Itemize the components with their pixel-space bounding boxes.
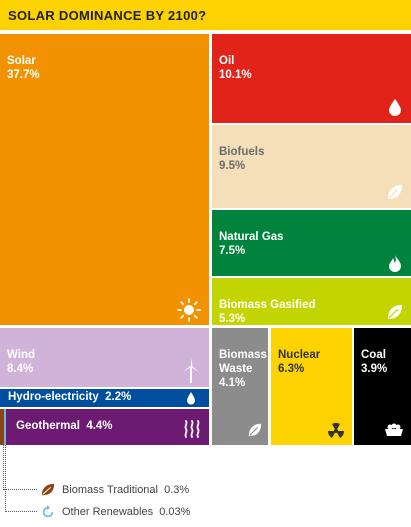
tile-biomass-gasified: Biomass Gasified 5.3% bbox=[212, 278, 411, 325]
oil-drop-icon bbox=[389, 99, 401, 116]
tile-value-biomass-waste: 4.1% bbox=[219, 377, 246, 389]
leader-line-other-renewables bbox=[5, 445, 37, 512]
flame-icon bbox=[389, 255, 401, 272]
wind-turbine-icon bbox=[183, 358, 199, 383]
legend-value-biomass-traditional: 0.3% bbox=[164, 483, 190, 496]
tile-value-oil: 10.1% bbox=[219, 69, 252, 81]
tile-hydro-electricity: Hydro-electricity 2.2% bbox=[0, 389, 209, 407]
tile-label-biomass-gasified: Biomass Gasified bbox=[219, 299, 316, 311]
leaf-icon bbox=[388, 185, 402, 199]
tile-biofuels: Biofuels 9.5% bbox=[212, 125, 411, 208]
tile-natural-gas: Natural Gas 7.5% bbox=[212, 210, 411, 276]
tile-value-solar: 37.7% bbox=[7, 69, 40, 81]
leaf-icon bbox=[248, 423, 262, 437]
other-renewables-sliver bbox=[4, 409, 6, 445]
tile-biomass-waste: Biomass Waste 4.1% bbox=[212, 328, 268, 445]
tile-oil: Oil 10.1% bbox=[212, 34, 411, 123]
tile-label-solar: Solar bbox=[7, 55, 36, 67]
tile-label-biofuels: Biofuels bbox=[219, 146, 265, 158]
tile-value-hydro-electricity: 2.2% bbox=[105, 391, 132, 403]
tile-geothermal: Geothermal 4.4% bbox=[0, 409, 209, 445]
tile-nuclear: Nuclear 6.3% bbox=[271, 328, 352, 445]
tile-solar: Solar 37.7% bbox=[0, 34, 209, 325]
brown-leaf-icon bbox=[41, 483, 55, 496]
sun-icon bbox=[177, 298, 201, 322]
legend-item-biomass-traditional: Biomass Traditional 0.3% bbox=[40, 483, 189, 497]
chart-title: SOLAR DOMINANCE BY 2100? bbox=[0, 0, 411, 30]
tile-label-biomass-waste: Biomass Waste bbox=[219, 349, 267, 375]
tile-label-oil: Oil bbox=[219, 55, 235, 67]
cycle-arrow-icon bbox=[42, 505, 54, 518]
tile-label-geothermal: Geothermal bbox=[16, 420, 80, 432]
biomass-traditional-sliver bbox=[0, 409, 4, 445]
tile-label-nuclear: Nuclear bbox=[278, 349, 321, 361]
tile-label-natural-gas: Natural Gas bbox=[219, 231, 284, 243]
tile-wind: Wind 8.4% bbox=[0, 328, 209, 387]
legend-value-other-renewables: 0.03% bbox=[159, 505, 191, 518]
tile-label-wind: Wind bbox=[7, 349, 35, 361]
leader-line-biomass-traditional bbox=[3, 445, 37, 490]
water-drop-icon bbox=[187, 392, 195, 405]
heat-waves-icon bbox=[184, 420, 200, 438]
tile-value-biomass-gasified: 5.3% bbox=[219, 313, 246, 325]
tile-value-wind: 8.4% bbox=[7, 363, 34, 375]
coal-cart-icon bbox=[385, 423, 403, 436]
tile-label-hydro-electricity: Hydro-electricity bbox=[8, 391, 99, 403]
leaf-icon bbox=[388, 305, 402, 319]
tile-value-biofuels: 9.5% bbox=[219, 160, 246, 172]
tile-value-natural-gas: 7.5% bbox=[219, 245, 246, 257]
legend-label-other-renewables: Other Renewables bbox=[62, 505, 154, 518]
legend-label-biomass-traditional: Biomass Traditional bbox=[62, 483, 158, 496]
tile-coal: Coal 3.9% bbox=[354, 328, 411, 445]
tile-value-geothermal: 4.4% bbox=[86, 420, 113, 432]
radiation-icon bbox=[327, 422, 345, 438]
legend-item-other-renewables: Other Renewables 0.03% bbox=[40, 505, 190, 519]
tile-value-coal: 3.9% bbox=[361, 363, 388, 375]
tile-label-coal: Coal bbox=[361, 349, 386, 361]
tile-value-nuclear: 6.3% bbox=[278, 363, 305, 375]
